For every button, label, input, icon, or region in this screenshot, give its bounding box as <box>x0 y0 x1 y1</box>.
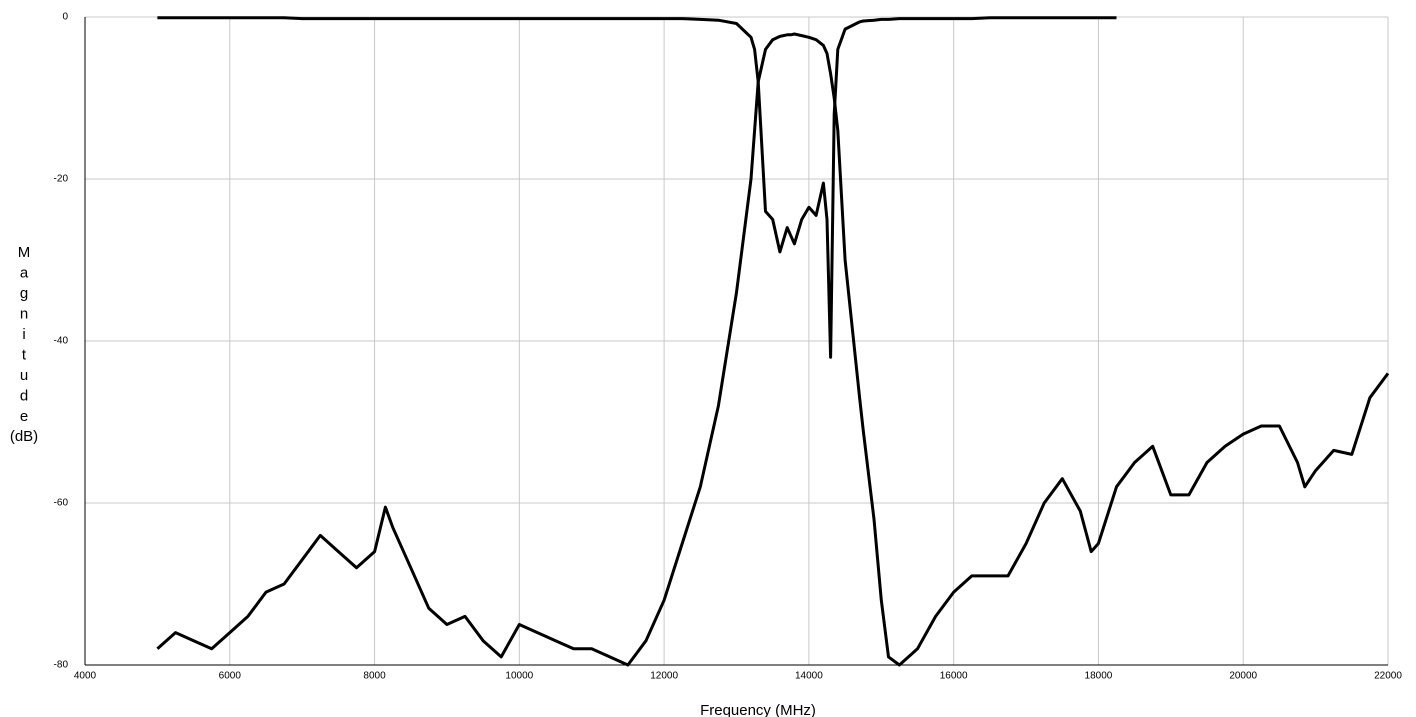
x-tick-label: 6000 <box>219 671 242 682</box>
y-tick-label: 0 <box>62 12 68 23</box>
y-tick-label: -60 <box>54 498 69 509</box>
x-tick-label: 8000 <box>363 671 386 682</box>
series-line <box>156 32 1390 667</box>
x-tick-label: 16000 <box>940 671 968 682</box>
x-axis-label: Frequency (MHz) <box>700 702 816 717</box>
x-tick-label: 10000 <box>505 671 533 682</box>
y-tick-label: -80 <box>54 660 69 671</box>
x-tick-label: 4000 <box>74 671 97 682</box>
x-tick-label: 20000 <box>1229 671 1257 682</box>
y-tick-label: -40 <box>54 336 69 347</box>
x-tick-label: 14000 <box>795 671 823 682</box>
x-tick-label: 12000 <box>650 671 678 682</box>
series-line <box>157 16 1117 359</box>
y-axis-unit: (dB) <box>10 428 38 445</box>
x-tick-label: 18000 <box>1085 671 1113 682</box>
x-tick-label: 22000 <box>1374 671 1402 682</box>
y-tick-label: -20 <box>54 174 69 185</box>
y-axis-label: Magnitude <box>16 244 33 429</box>
